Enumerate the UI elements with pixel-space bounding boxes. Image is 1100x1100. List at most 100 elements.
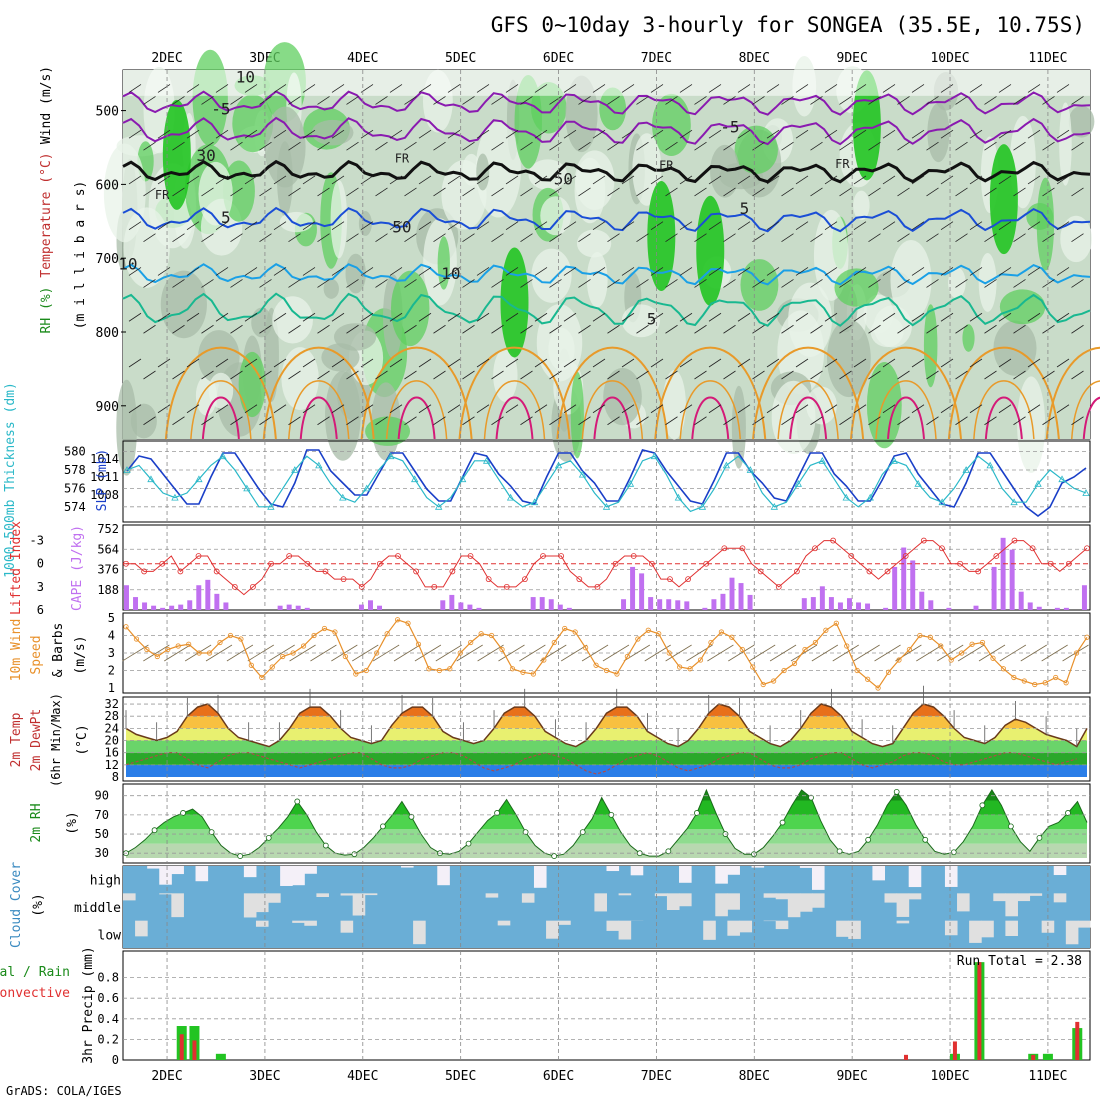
wind-barb: [955, 96, 968, 105]
wind-barb: [592, 175, 606, 185]
cloud-gap: [618, 893, 632, 896]
temp-contour-30: [299, 396, 338, 440]
thickness-marker: [267, 502, 275, 510]
wind-barb: [781, 233, 794, 243]
wind-barb: [940, 312, 954, 322]
wind-barb: [215, 129, 229, 139]
wind-barb: [853, 129, 867, 139]
cloud-gap: [679, 893, 692, 907]
cloud-gap: [195, 866, 209, 882]
wind-marker: [551, 639, 557, 646]
wind-barb: [491, 370, 504, 380]
wind-barb: [273, 358, 287, 368]
cloud-level-label: middle: [74, 901, 121, 916]
wind-barb: [404, 279, 417, 288]
wind-barb: [752, 96, 765, 105]
cloud-gap: [787, 893, 801, 918]
wind-barb: [665, 370, 678, 380]
thickness-marker: [986, 461, 994, 469]
wind-barb: [201, 96, 214, 105]
date-label-bottom: 4DEC: [347, 1069, 378, 1084]
wind-barb: [331, 175, 345, 185]
cape-bar: [368, 600, 373, 610]
li-line: [126, 540, 1088, 596]
wind-barb: [447, 312, 461, 322]
wind-barb: [288, 141, 301, 151]
temp-band: [126, 764, 1087, 777]
wind-barb: [186, 267, 200, 276]
wind-speed-line: [125, 619, 1088, 689]
wind-barb: [839, 324, 852, 334]
ylabel-wind10m: 10m Wind: [9, 619, 24, 682]
wind-barb: [811, 644, 839, 662]
wind-barb: [317, 141, 330, 151]
rh-cell: [514, 74, 542, 169]
contour-label: 10: [441, 264, 460, 283]
ylabel-thickness: 1000-500mb Thickness (dm): [3, 382, 18, 578]
wind-barb: [172, 279, 185, 288]
cloud-gap: [364, 893, 378, 896]
wind-barb: [157, 129, 171, 139]
rh-high-cell: [647, 181, 676, 292]
wind-barb: [592, 221, 606, 231]
wind-barb: [172, 233, 185, 243]
cape-bar: [657, 599, 663, 610]
pressure-tick: 700: [96, 252, 119, 267]
wind-barb: [766, 175, 780, 185]
wind-marker: [394, 617, 401, 623]
wind-marker: [927, 634, 933, 640]
wind-barb: [592, 404, 606, 414]
wind-barb: [665, 187, 678, 197]
rh-marker: [237, 853, 244, 859]
wind-barb: [549, 416, 562, 426]
wind-barb: [940, 267, 954, 276]
wind-barb: [534, 129, 548, 139]
cape-bar: [1027, 602, 1033, 610]
thickness-tick: 574: [64, 500, 86, 514]
wind-barb: [936, 644, 964, 662]
wind-barb: [897, 96, 910, 105]
wind-barb: [157, 404, 171, 414]
cape-bar: [1000, 537, 1006, 610]
wind-barb: [157, 175, 171, 185]
wind-marker: [739, 646, 745, 653]
rh-marker: [579, 829, 586, 836]
temp-contour-20: [752, 346, 865, 440]
wind-barb: [433, 324, 446, 334]
thickness-marker: [363, 484, 371, 492]
wind-barb: [810, 279, 823, 288]
wind-barb: [708, 404, 722, 414]
wind-barb: [1056, 404, 1070, 414]
cape-bar: [892, 566, 898, 610]
wind-marker: [1053, 674, 1059, 681]
wind-barb: [360, 312, 374, 322]
wind-barb: [998, 312, 1012, 322]
wind-barb: [737, 221, 751, 231]
wind-barb: [882, 129, 896, 139]
wind-barb: [636, 233, 649, 243]
wind-barb: [273, 175, 287, 185]
wind-barb: [288, 96, 301, 105]
wind-barb: [128, 175, 142, 185]
wind-barb: [723, 96, 736, 105]
temp-contour-25: [679, 380, 741, 440]
rh-cell: [923, 304, 938, 388]
cloud-gap: [292, 866, 305, 886]
wind-barb: [911, 312, 925, 322]
rh-cell: [586, 251, 608, 308]
temp-line: [125, 703, 1088, 748]
wind-barb: [607, 416, 620, 426]
rh-marker: [380, 823, 386, 830]
cape-bar: [440, 600, 446, 610]
temp-contour-20: [849, 346, 962, 440]
rh-cell: [311, 119, 354, 146]
precip-total-bar: [1042, 1053, 1053, 1060]
cape-bar: [846, 598, 852, 610]
upper-air-panel: -5 -5 FR FR FR FR 5 5 10 10 5 10 30 50 50 500 600 700 800 9…: [96, 42, 1100, 476]
thickness-marker: [746, 466, 755, 473]
cloud-gap: [836, 920, 849, 937]
rh-bands: [126, 790, 1087, 858]
wind-barb: [520, 96, 533, 105]
wind-marker: [948, 657, 954, 663]
wind-barb: [636, 279, 649, 288]
